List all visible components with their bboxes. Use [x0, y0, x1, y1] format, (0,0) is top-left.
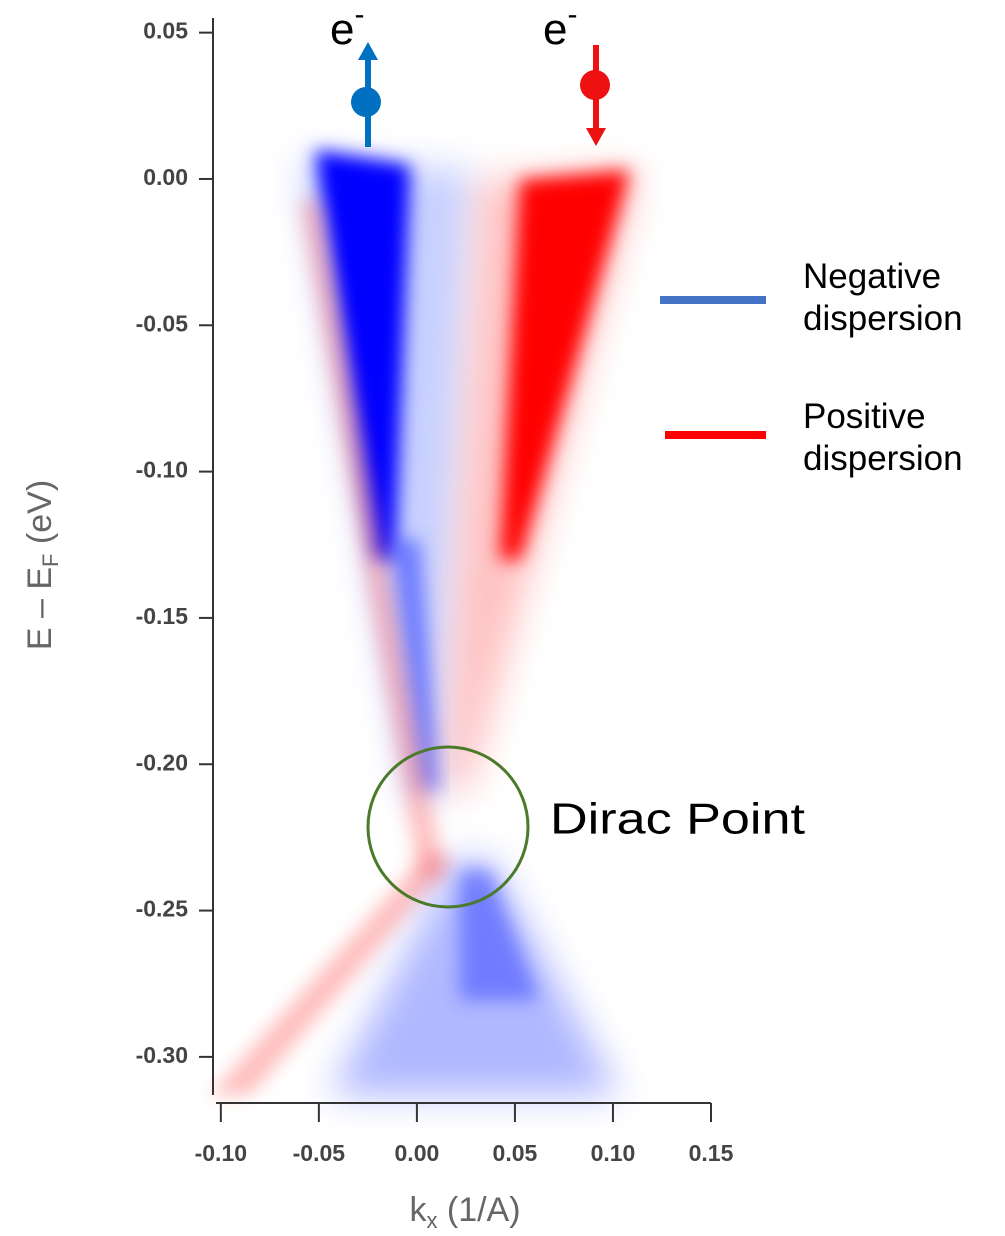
x-axis-label: kx (1/A): [409, 1191, 520, 1233]
electron-label: e-: [543, 0, 577, 54]
y-tick-label: -0.05: [136, 310, 189, 336]
y-tick-label: -0.10: [136, 457, 188, 483]
y-tick-label: -0.25: [136, 896, 189, 922]
y-label-main: E – E: [21, 567, 59, 650]
intensity-map: [210, 150, 640, 1095]
legend-label: Negative dispersion: [803, 257, 963, 338]
dirac-circle: [366, 745, 530, 909]
electron-charge: -: [567, 0, 577, 31]
y-label-sub: F: [38, 554, 63, 567]
x-tick-label: 0.05: [493, 1140, 538, 1166]
electron-label: e-: [330, 0, 364, 54]
dirac-label: Dirac Point: [550, 795, 805, 844]
y-tick-label: 0.00: [143, 164, 188, 190]
electron-symbol: e: [543, 5, 567, 54]
x-tick-label: -0.10: [195, 1140, 247, 1166]
x-label-main: k: [409, 1191, 427, 1229]
electron-symbol: e: [330, 5, 354, 54]
x-label-sub: x: [426, 1208, 437, 1233]
y-tick-label: -0.20: [136, 749, 188, 775]
x-tick-label: -0.05: [293, 1140, 346, 1166]
y-tick-label: 0.05: [143, 18, 188, 44]
x-tick-label: 0.10: [591, 1140, 636, 1166]
y-tick-label: -0.15: [136, 603, 189, 629]
spin-markers: [351, 42, 610, 147]
y-axis-label: E – EF (eV): [21, 480, 63, 650]
legend-label: Positive dispersion: [803, 397, 963, 478]
y-tick-label: -0.30: [136, 1042, 188, 1068]
x-tick-label: 0.15: [689, 1140, 734, 1166]
y-label-rest: (eV): [21, 480, 59, 554]
electron-charge: -: [354, 0, 364, 31]
x-tick-label: 0.00: [395, 1140, 440, 1166]
x-label-rest: (1/A): [437, 1191, 520, 1229]
